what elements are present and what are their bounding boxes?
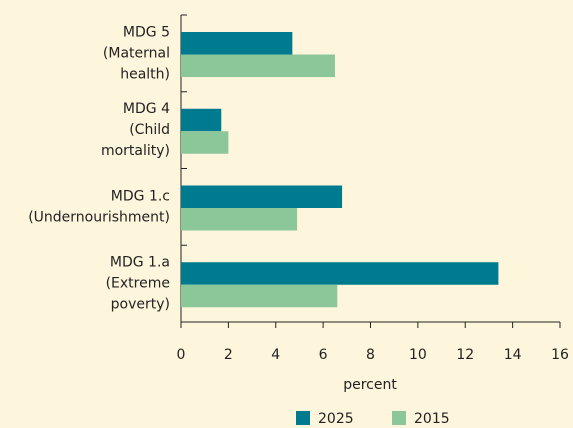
legend-label: 2025	[318, 411, 354, 427]
x-tick-label: 6	[319, 347, 328, 363]
y-tick-label: MDG 4	[123, 101, 170, 117]
x-axis-label: percent	[343, 377, 397, 393]
y-tick-label: MDG 1.a	[110, 255, 170, 271]
x-tick-label: 12	[456, 347, 474, 363]
y-tick-label: poverty)	[111, 297, 170, 313]
bar	[181, 284, 338, 308]
legend-swatch	[296, 411, 310, 425]
y-tick-label: mortality)	[101, 143, 170, 159]
legend-swatch	[392, 411, 406, 425]
y-tick-label: MDG 1.c	[111, 188, 170, 204]
x-tick-label: 14	[504, 347, 522, 363]
bar	[181, 262, 499, 285]
x-tick-label: 16	[551, 347, 569, 363]
y-tick-label: (Extreme	[106, 276, 170, 292]
bar	[181, 108, 222, 132]
y-tick-label: health)	[120, 66, 170, 82]
x-tick-label: 2	[224, 347, 233, 363]
y-tick-label: (Undernourishment)	[28, 209, 170, 225]
x-tick-label: 4	[271, 347, 280, 363]
bar	[181, 185, 343, 208]
x-tick-label: 8	[366, 347, 375, 363]
bar	[181, 131, 229, 154]
y-tick-label: (Maternal	[103, 45, 170, 61]
y-tick-label: MDG 5	[123, 24, 170, 40]
x-tick-label: 0	[177, 347, 186, 363]
legend-label: 2015	[414, 411, 450, 427]
bar	[181, 208, 298, 231]
bar	[181, 54, 335, 77]
x-tick-label: 10	[409, 347, 427, 363]
bar	[181, 32, 293, 55]
y-tick-label: (Child	[129, 122, 170, 138]
